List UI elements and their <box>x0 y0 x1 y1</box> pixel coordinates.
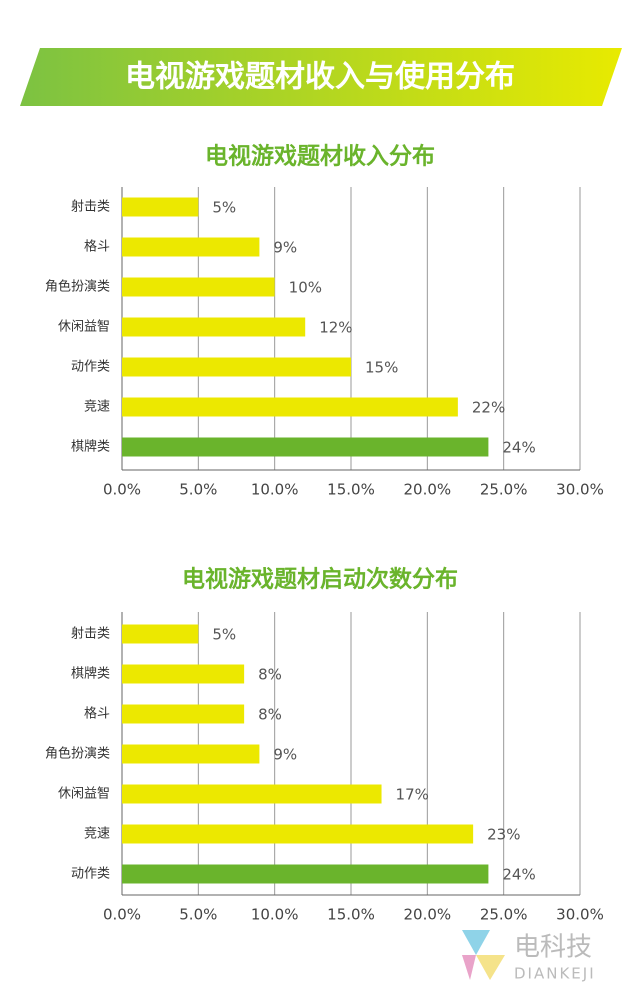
x-tick-label: 10.0% <box>251 906 299 924</box>
value-label: 24% <box>502 866 535 884</box>
bar <box>122 704 245 724</box>
value-label: 8% <box>258 706 282 724</box>
category-label: 竞速 <box>84 826 110 842</box>
logo-shape <box>476 955 505 980</box>
bar <box>122 237 260 257</box>
value-label: 24% <box>502 439 535 457</box>
x-tick-label: 25.0% <box>480 481 528 499</box>
chart-title: 电视游戏题材启动次数分布 <box>182 566 458 593</box>
logo-pinyin: DIANKEJI <box>514 965 596 983</box>
value-label: 8% <box>258 666 282 684</box>
value-label: 23% <box>487 826 520 844</box>
bar <box>122 397 458 417</box>
x-tick-label: 0.0% <box>103 481 141 499</box>
value-label: 17% <box>396 786 429 804</box>
category-label: 射击类 <box>71 199 110 215</box>
bar <box>122 317 306 337</box>
value-label: 5% <box>212 199 236 217</box>
x-tick-label: 15.0% <box>327 906 375 924</box>
category-label: 动作类 <box>71 867 110 882</box>
logo-name: 电科技 <box>514 933 592 963</box>
category-label: 休闲益智 <box>58 320 110 335</box>
x-tick-label: 20.0% <box>404 906 452 924</box>
chart-title: 电视游戏题材收入分布 <box>205 143 435 170</box>
bar <box>122 437 489 457</box>
bar <box>122 864 489 884</box>
category-label: 竞速 <box>84 399 110 415</box>
bar <box>122 744 260 764</box>
x-tick-label: 25.0% <box>480 906 528 924</box>
value-label: 10% <box>289 279 322 297</box>
bar <box>122 197 199 217</box>
value-label: 9% <box>273 746 297 764</box>
x-tick-label: 5.0% <box>179 906 217 924</box>
logo: 电科技 DIANKEJI <box>462 930 596 983</box>
value-label: 5% <box>212 626 236 644</box>
x-tick-label: 20.0% <box>404 481 452 499</box>
category-label: 动作类 <box>71 360 110 375</box>
x-tick-label: 15.0% <box>327 481 375 499</box>
category-label: 射击类 <box>71 626 110 642</box>
x-tick-label: 0.0% <box>103 906 141 924</box>
bar <box>122 277 275 297</box>
category-label: 格斗 <box>84 239 110 255</box>
logo-shape <box>462 930 490 955</box>
category-label: 角色扮演类 <box>45 746 110 762</box>
header-title: 电视游戏题材收入与使用分布 <box>125 60 515 95</box>
category-label: 棋牌类 <box>71 666 110 682</box>
logo-shape <box>462 955 476 980</box>
category-label: 休闲益智 <box>58 787 110 802</box>
bar <box>122 664 245 684</box>
category-label: 格斗 <box>84 706 110 722</box>
bar <box>122 357 351 377</box>
category-label: 角色扮演类 <box>45 279 110 295</box>
value-label: 12% <box>319 319 352 337</box>
bar <box>122 824 474 844</box>
value-label: 22% <box>472 399 505 417</box>
value-label: 9% <box>273 239 297 257</box>
header-banner <box>20 48 622 106</box>
bar <box>122 784 382 804</box>
value-label: 15% <box>365 359 398 377</box>
bar <box>122 624 199 644</box>
category-label: 棋牌类 <box>71 439 110 455</box>
x-tick-label: 10.0% <box>251 481 299 499</box>
x-tick-label: 5.0% <box>179 481 217 499</box>
x-tick-label: 30.0% <box>556 906 604 924</box>
x-tick-label: 30.0% <box>556 481 604 499</box>
